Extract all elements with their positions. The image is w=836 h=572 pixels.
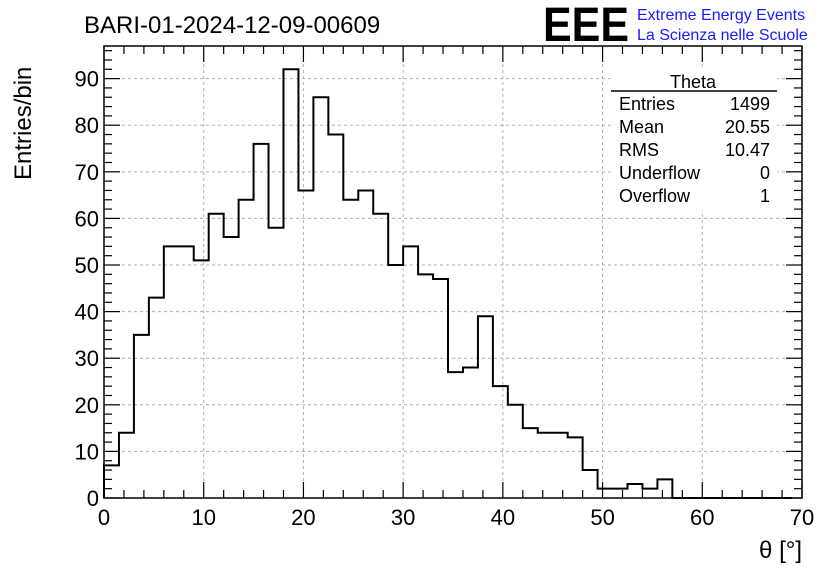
histogram-bin — [493, 386, 508, 498]
histogram-bin — [269, 228, 284, 498]
plot-frame — [103, 45, 803, 499]
histogram-outline — [103, 68, 793, 499]
histogram-bin — [194, 260, 209, 498]
logo-line2: La Scienza nelle Scuole — [637, 27, 808, 44]
histogram-bin — [538, 433, 553, 498]
logo-line1: Extreme Energy Events — [637, 7, 805, 24]
x-tick-label: 50 — [590, 505, 614, 530]
stats-title: Theta — [670, 72, 717, 92]
y-tick-label: 50 — [75, 253, 99, 278]
logo-mark: EEE — [543, 0, 629, 52]
stats-value: 20.55 — [725, 117, 770, 137]
y-tick-label: 60 — [75, 206, 99, 231]
x-tick-label: 0 — [98, 505, 110, 530]
histogram-bin — [328, 135, 343, 498]
histogram-bin — [388, 265, 403, 498]
chart-title: BARI-01-2024-12-09-00609 — [84, 12, 380, 39]
histogram-bin — [598, 489, 613, 498]
histogram-bin — [134, 335, 149, 498]
histogram-bin — [418, 274, 433, 498]
stats-label: RMS — [619, 140, 659, 160]
x-tick-label: 40 — [491, 505, 515, 530]
histogram-bins — [103, 68, 793, 499]
histogram-bin — [642, 489, 657, 498]
histogram-bin — [119, 433, 134, 498]
x-tick-label: 10 — [191, 505, 215, 530]
histogram-bin — [164, 246, 179, 498]
histogram-bin — [583, 470, 598, 498]
stats-label: Mean — [619, 117, 664, 137]
stats-label: Underflow — [619, 163, 701, 183]
histogram-bin — [613, 489, 628, 498]
histogram-bin — [209, 214, 224, 498]
stats-value: 1 — [760, 186, 770, 206]
y-tick-label: 30 — [75, 346, 99, 371]
histogram-bin — [283, 69, 298, 498]
stats-label: Overflow — [619, 186, 691, 206]
histogram-bin — [224, 237, 239, 498]
histogram-bin — [628, 484, 643, 498]
x-tick-label: 30 — [391, 505, 415, 530]
y-tick-label: 90 — [75, 67, 99, 92]
eee-logo: EEE Extreme Energy Events La Scienza nel… — [543, 0, 808, 52]
stats-value: 1499 — [730, 94, 770, 114]
histogram-bin — [343, 200, 358, 498]
stats-value: 0 — [760, 163, 770, 183]
stats-label: Entries — [619, 94, 675, 114]
stats-box: Theta Entries 1499 Mean 20.55 RMS 10.47 Underf… — [611, 70, 777, 210]
histogram-bin — [149, 298, 164, 498]
histogram-bin — [373, 214, 388, 498]
histogram-bin — [403, 246, 418, 498]
histogram-bin — [239, 200, 254, 498]
histogram-bin — [313, 97, 328, 498]
histogram-bin — [568, 437, 583, 498]
y-tick-label: 70 — [75, 160, 99, 185]
histogram-bin — [254, 144, 269, 498]
y-axis-title: Entries/bin — [10, 67, 37, 180]
histogram-bin — [523, 428, 538, 498]
histogram-bin — [463, 368, 478, 498]
histogram-bin — [553, 433, 568, 498]
stats-value: 10.47 — [725, 140, 770, 160]
histogram-bin — [657, 479, 672, 498]
histogram-bin — [478, 316, 493, 498]
x-tick-label: 20 — [291, 505, 315, 530]
stats-box-background — [611, 70, 777, 210]
y-tick-label: 40 — [75, 300, 99, 325]
histogram-bin — [448, 372, 463, 498]
grid-lines — [104, 46, 802, 498]
y-tick-label: 10 — [75, 439, 99, 464]
y-tick-label: 20 — [75, 393, 99, 418]
y-tick-label: 80 — [75, 113, 99, 138]
y-tick-label: 0 — [87, 486, 99, 511]
x-tick-label: 60 — [690, 505, 714, 530]
histogram-bin — [298, 190, 313, 498]
histogram-bin — [179, 246, 194, 498]
x-tick-label: 70 — [790, 505, 814, 530]
x-axis-title: θ [°] — [759, 537, 802, 564]
axis-ticks — [103, 46, 803, 499]
stats-rows: Entries 1499 Mean 20.55 RMS 10.47 Underflow 0 Ov… — [619, 94, 770, 206]
